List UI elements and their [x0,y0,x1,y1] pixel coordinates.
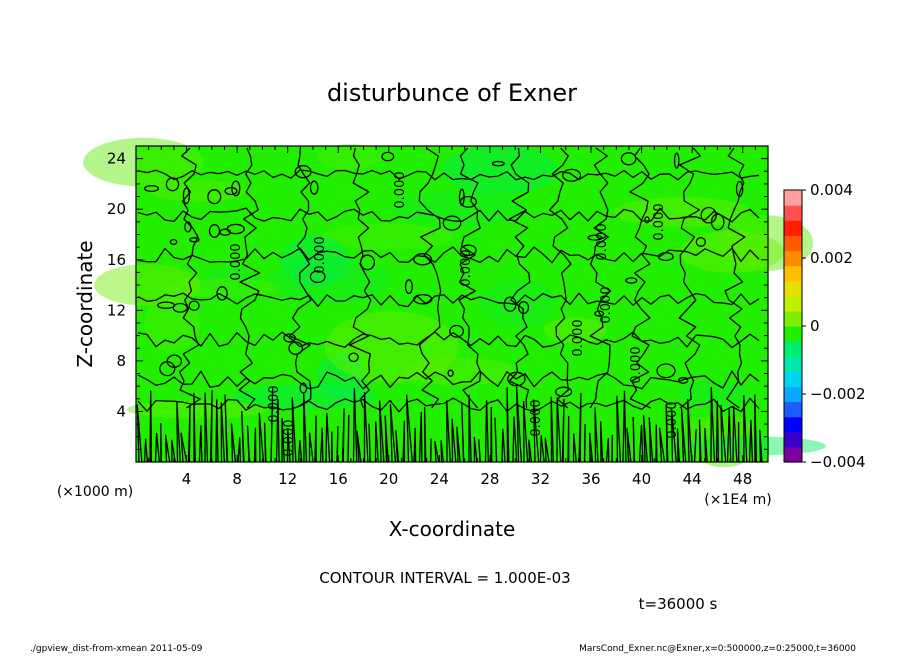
field-patch [149,180,246,201]
x-tick-label: 12 [278,470,297,488]
contour-line [348,415,349,462]
contour-line [585,425,586,462]
contour-label: 0.000 [599,286,614,323]
colorbar-swatch [784,432,802,448]
y-tick-label: 12 [107,301,126,319]
time-text: t=36000 s [639,595,718,613]
x-tick-label: 32 [531,470,550,488]
field-patch [318,144,383,169]
colorbar-swatch [784,235,802,251]
colorbar-swatch [784,220,802,236]
colorbar-label: −0.004 [810,453,866,471]
x-tick-label: 48 [733,470,752,488]
colorbar-swatch [784,417,802,433]
footer-left: ./gpview_dist-from-xmean 2011-05-09 [30,644,203,654]
contour-label: 0.000 [267,385,282,422]
x-tick-label: 8 [232,470,242,488]
field-patch [403,358,515,386]
x-tick-label: 20 [379,470,398,488]
contour-line [255,428,256,462]
x-tick-label: 4 [182,470,192,488]
x-unit-right: (×1E4 m) [704,492,771,508]
contour-label: 0.000 [282,419,297,456]
y-tick-label: 20 [107,200,126,218]
contour-label: 0.000 [595,223,610,260]
colorbar-swatch [784,281,802,297]
contour-label: 0.000 [571,319,586,356]
contour-label: 0.000 [229,243,244,280]
contour-label: 0.000 [665,401,680,438]
x-unit-left: (×1000 m) [57,484,133,500]
colorbar-swatch [784,311,802,327]
field-patch [83,138,203,187]
field-patch [479,279,557,329]
colorbar-swatch [784,190,802,206]
y-tick-label: 16 [107,251,126,269]
contour-line [491,408,492,462]
colorbar-swatch [784,402,802,418]
contour-line [431,439,432,462]
contour-interval-text: CONTOUR INTERVAL = 1.000E-03 [319,569,570,587]
colorbar-label: 0.002 [810,249,853,267]
colorbar-swatch [784,250,802,266]
chart-title: disturbunce of Exner [327,79,577,107]
contour-line [161,424,162,462]
colorbar: 0.004 0.002 0 −0.002 −0.004 [784,181,866,471]
x-tick-label: 40 [632,470,651,488]
x-tick-label: 24 [430,470,449,488]
y-axis-label: Z-coordinate [73,240,97,367]
colorbar-label: −0.002 [810,385,866,403]
colorbar-swatch [784,341,802,357]
contour-label: 0.000 [313,236,328,273]
colorbar-swatch [784,326,802,342]
contour-line [150,391,151,462]
colorbar-swatch [784,296,802,312]
contour-line [332,432,333,462]
x-tick-label: 28 [480,470,499,488]
x-tick-label: 44 [683,470,702,488]
x-tick-label: 16 [329,470,348,488]
x-tick-label: 36 [581,470,600,488]
contour-label: 0.000 [652,203,667,240]
y-tick-label: 4 [116,402,126,420]
colorbar-swatch [784,266,802,282]
footer-right: MarsCond_Exner.nc@Exner,x=0:500000,z=0:2… [579,644,856,654]
colorbar-label: 0.004 [810,181,853,199]
colorbar-swatch [784,371,802,387]
contour-line [568,416,569,462]
y-tick-label: 8 [116,352,126,370]
y-tick-label: 24 [107,150,126,168]
contour-label: 0.000 [393,171,408,208]
colorbar-swatch [784,205,802,221]
contour-label: 0.000 [459,249,474,286]
field-patch [94,264,200,306]
x-axis-label: X-coordinate [389,517,516,541]
contour-line [656,425,657,462]
colorbar-swatch [784,386,802,402]
contour-label: 0.000 [629,346,644,383]
contour-label: 0.000 [529,399,544,436]
colorbar-label: 0 [810,317,820,335]
field-patch [441,146,557,195]
colorbar-swatch [784,356,802,372]
colorbar-swatch [784,447,802,463]
